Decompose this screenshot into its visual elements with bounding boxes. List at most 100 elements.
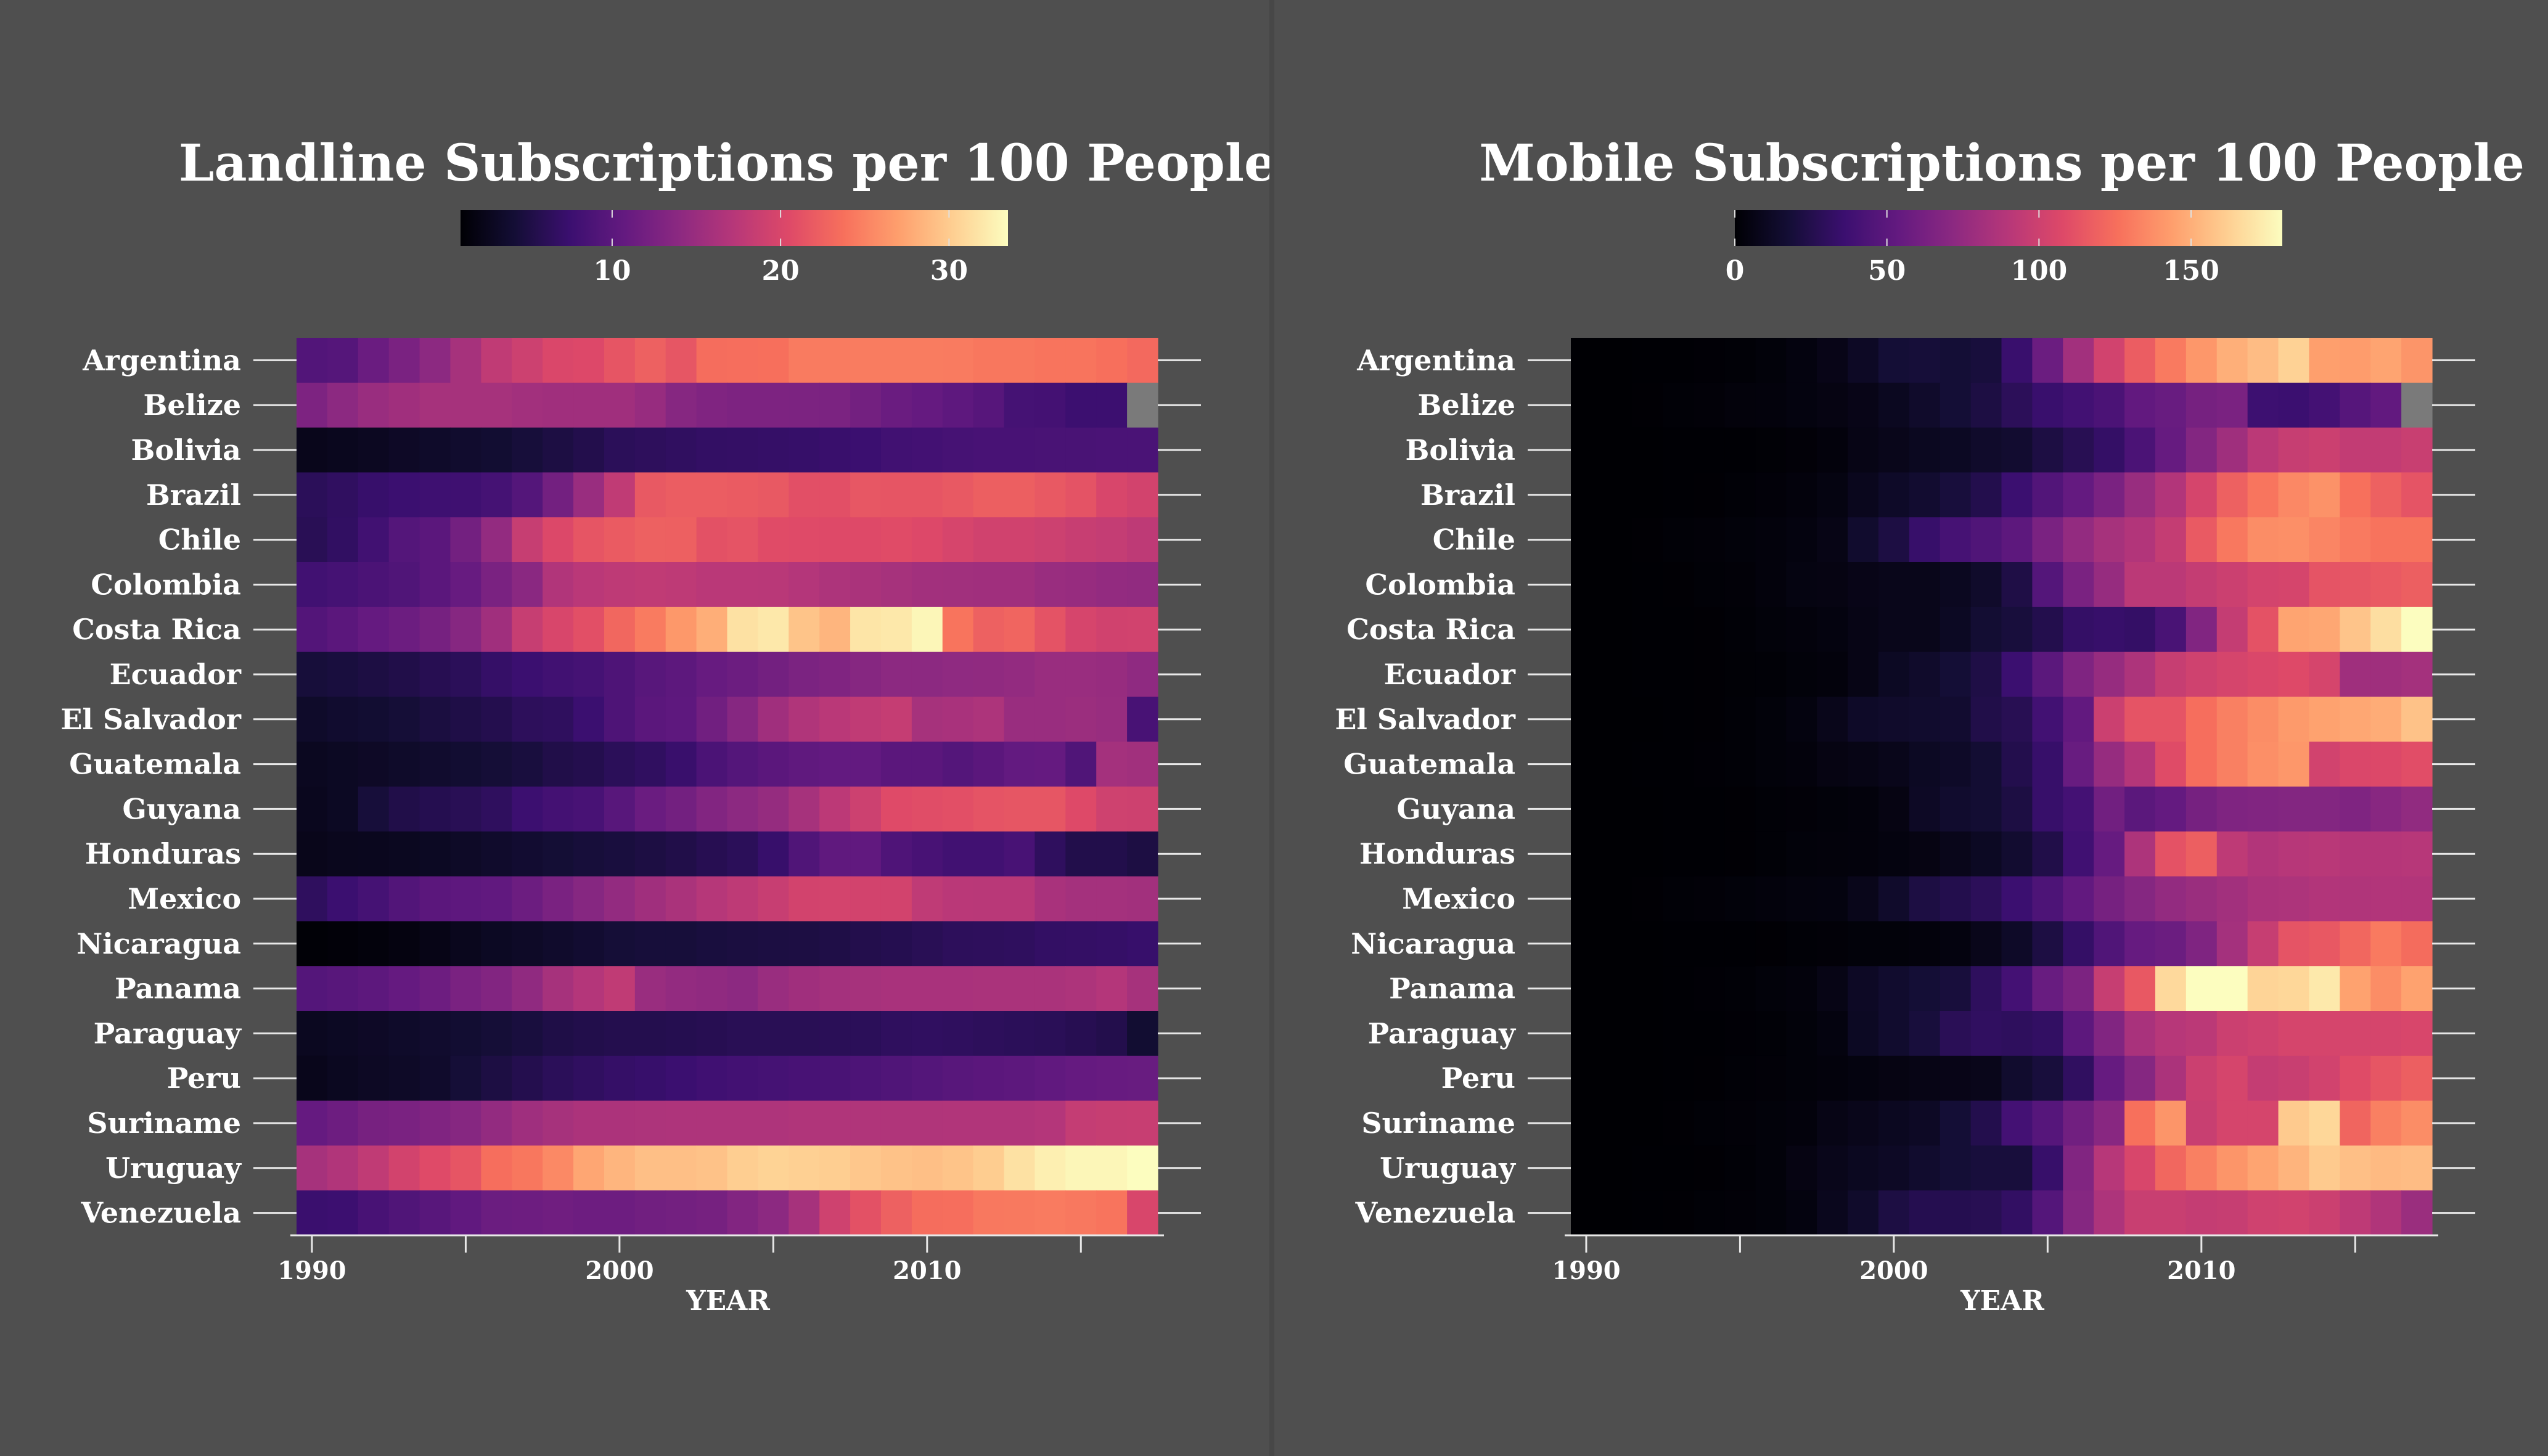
landline-cell xyxy=(1065,517,1097,563)
mobile-cell xyxy=(2401,427,2433,473)
landline-cell xyxy=(727,382,758,428)
landline-cell xyxy=(819,517,851,563)
landline-country-label: Nicaragua xyxy=(76,927,241,960)
mobile-cell xyxy=(2401,1100,2433,1146)
landline-cell xyxy=(727,831,758,877)
mobile-cell xyxy=(1848,338,1879,383)
landline-cell xyxy=(297,876,328,922)
landline-cell xyxy=(665,876,697,922)
landline-cell xyxy=(789,472,820,518)
landline-cell xyxy=(419,831,451,877)
mobile-cell xyxy=(1817,338,1848,383)
mobile-cell xyxy=(2094,338,2125,383)
landline-cell xyxy=(850,1055,882,1102)
landline-country-label: Ecuador xyxy=(110,658,242,691)
landline-cell xyxy=(1034,1190,1066,1236)
landline-cell xyxy=(543,787,574,832)
landline-cell xyxy=(450,697,481,742)
mobile-country-label: Uruguay xyxy=(1380,1151,1516,1185)
mobile-cell xyxy=(2001,966,2033,1012)
mobile-cell xyxy=(1970,1100,2002,1146)
landline-cell xyxy=(1034,472,1066,518)
mobile-cell xyxy=(2216,1190,2248,1236)
landline-cell xyxy=(1004,607,1036,653)
landline-cell xyxy=(419,517,451,563)
landline-cell xyxy=(850,787,882,832)
mobile-cell xyxy=(1817,652,1848,697)
landline-cell xyxy=(789,338,820,383)
landline-cell xyxy=(634,966,666,1012)
mobile-country-label: Mexico xyxy=(1402,882,1515,915)
mobile-cell xyxy=(2155,382,2187,428)
mobile-cell xyxy=(1848,831,1879,877)
landline-cell xyxy=(604,697,636,742)
landline-cell xyxy=(327,1055,359,1102)
landline-cell xyxy=(297,652,328,697)
landline-cell xyxy=(450,876,481,922)
landline-cell xyxy=(481,966,512,1012)
landline-cell xyxy=(543,472,574,518)
mobile-cell xyxy=(2247,1190,2279,1236)
landline-cell xyxy=(543,652,574,697)
landline-cell xyxy=(634,472,666,518)
mobile-cell xyxy=(2370,427,2402,473)
landline-cell xyxy=(880,742,912,787)
mobile-cell xyxy=(2185,1190,2218,1236)
mobile-cell xyxy=(2001,1011,2033,1057)
mobile-cell xyxy=(2063,831,2094,877)
landline-cell xyxy=(819,652,851,697)
landline-cell xyxy=(512,1100,543,1146)
mobile-country-label: Ecuador xyxy=(1384,658,1516,691)
mobile-cell xyxy=(1694,382,1726,428)
mobile-cell xyxy=(2124,472,2156,518)
landline-cell xyxy=(880,787,912,832)
landline-cell xyxy=(481,697,512,742)
mobile-cell xyxy=(1786,787,1817,832)
landline-cell xyxy=(388,338,420,383)
mobile-cell xyxy=(1786,921,1817,967)
mobile-cell xyxy=(1940,1011,1972,1057)
landline-cell xyxy=(327,697,359,742)
landline-cell xyxy=(481,607,512,653)
mobile-cell xyxy=(1571,1011,1602,1057)
landline-x-tick-label: 2000 xyxy=(585,1256,653,1285)
mobile-cell xyxy=(1632,966,1664,1012)
landline-country-label: Suriname xyxy=(87,1106,241,1140)
mobile-cell xyxy=(1601,517,1633,563)
landline-cell xyxy=(973,607,1005,653)
mobile-cell xyxy=(2216,562,2248,608)
mobile-cell xyxy=(1970,1145,2002,1191)
landline-cell xyxy=(450,1055,481,1102)
landline-cell xyxy=(1065,1100,1097,1146)
mobile-cell xyxy=(2216,427,2248,473)
mobile-cell xyxy=(2309,697,2340,742)
landline-cell xyxy=(665,966,697,1012)
mobile-cell xyxy=(1724,1055,1756,1102)
mobile-cell xyxy=(2032,1145,2063,1191)
landline-cell xyxy=(297,921,328,967)
mobile-cell xyxy=(2124,831,2156,877)
landline-cell xyxy=(358,338,390,383)
mobile-cell xyxy=(1940,338,1972,383)
landline-cell xyxy=(1034,607,1066,653)
mobile-cell xyxy=(1970,1011,2002,1057)
mobile-cell xyxy=(1909,1100,1941,1146)
mobile-cell xyxy=(2216,517,2248,563)
mobile-cell xyxy=(2063,652,2094,697)
mobile-cell xyxy=(2340,921,2371,967)
landline-cell xyxy=(789,1100,820,1146)
mobile-cell xyxy=(1786,1145,1817,1191)
mobile-cell xyxy=(1601,1055,1633,1102)
landline-cell xyxy=(789,921,820,967)
landline-cell xyxy=(1034,1145,1066,1191)
landline-cell xyxy=(573,517,605,563)
landline-cell xyxy=(696,517,728,563)
mobile-cell xyxy=(1755,1145,1787,1191)
landline-cell xyxy=(819,1055,851,1102)
mobile-cell xyxy=(1571,652,1602,697)
mobile-cell xyxy=(2370,1145,2402,1191)
landline-cell xyxy=(850,876,882,922)
mobile-cell xyxy=(1817,1190,1848,1236)
mobile-cell xyxy=(2124,921,2156,967)
landline-cell xyxy=(573,1055,605,1102)
